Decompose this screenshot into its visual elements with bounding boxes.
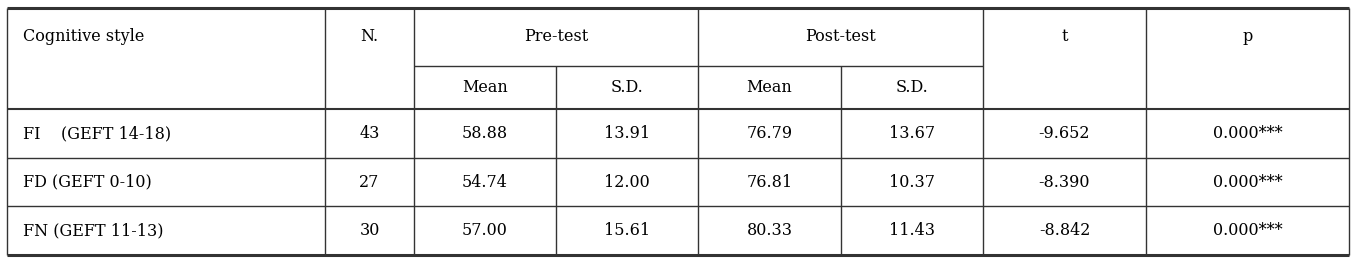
Text: -8.390: -8.390 [1039, 174, 1090, 191]
Text: S.D.: S.D. [610, 79, 644, 96]
Text: 13.67: 13.67 [888, 125, 936, 142]
Text: FI    (GEFT 14-18): FI (GEFT 14-18) [23, 125, 171, 142]
Text: 13.91: 13.91 [603, 125, 651, 142]
Text: t: t [1062, 28, 1067, 45]
Text: Pre-test: Pre-test [523, 28, 589, 45]
Text: Post-test: Post-test [805, 28, 876, 45]
Text: Mean: Mean [747, 79, 792, 96]
Text: 76.81: 76.81 [746, 174, 793, 191]
Text: 80.33: 80.33 [747, 222, 792, 239]
Text: 57.00: 57.00 [462, 222, 507, 239]
Text: 0.000***: 0.000*** [1212, 125, 1283, 142]
Text: 0.000***: 0.000*** [1212, 222, 1283, 239]
Text: FN (GEFT 11-13): FN (GEFT 11-13) [23, 222, 164, 239]
Text: 12.00: 12.00 [605, 174, 650, 191]
Text: 76.79: 76.79 [746, 125, 793, 142]
Text: 43: 43 [359, 125, 380, 142]
Text: 54.74: 54.74 [462, 174, 507, 191]
Text: 30: 30 [359, 222, 380, 239]
Text: N.: N. [361, 28, 378, 45]
Text: FD (GEFT 0-10): FD (GEFT 0-10) [23, 174, 152, 191]
Text: 10.37: 10.37 [890, 174, 934, 191]
Text: S.D.: S.D. [895, 79, 929, 96]
Text: p: p [1242, 28, 1253, 45]
Text: 27: 27 [359, 174, 380, 191]
Text: -8.842: -8.842 [1039, 222, 1090, 239]
Text: 15.61: 15.61 [603, 222, 651, 239]
Text: 11.43: 11.43 [890, 222, 934, 239]
Text: Mean: Mean [462, 79, 507, 96]
Text: Cognitive style: Cognitive style [23, 28, 145, 45]
Text: 58.88: 58.88 [461, 125, 508, 142]
Text: 0.000***: 0.000*** [1212, 174, 1283, 191]
Text: -9.652: -9.652 [1039, 125, 1090, 142]
